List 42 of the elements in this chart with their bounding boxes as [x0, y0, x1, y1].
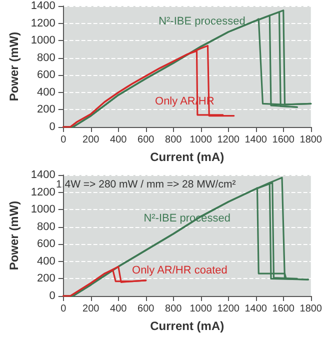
x-axis-title: Current (mA): [150, 150, 224, 164]
x-tick-label: 1600: [272, 134, 295, 146]
y-tick-label: 200: [37, 104, 56, 116]
x-tick-label: 800: [165, 134, 182, 146]
x-tick-label: 1600: [272, 304, 295, 314]
x-tick-label: 1400: [244, 304, 268, 314]
y-tick-label: 1400: [30, 0, 56, 12]
x-tick-label: 1200: [217, 304, 240, 314]
x-tick-label: 1800: [300, 134, 322, 146]
y-tick-label: 200: [37, 272, 56, 285]
y-axis-title: Power (mW): [7, 32, 21, 102]
series-label: N²-IBE processed: [158, 16, 246, 28]
y-axis-title: Power (mW): [7, 200, 21, 270]
x-tick-label: 800: [165, 304, 182, 314]
y-tick-label: 800: [37, 220, 56, 233]
x-tick-label: 1800: [300, 304, 322, 314]
y-tick-label: 1200: [30, 186, 56, 198]
x-tick-label: 600: [138, 304, 155, 314]
x-axis-title: Current (mA): [150, 319, 224, 333]
y-tick-label: 0: [49, 290, 56, 302]
y-tick-label: 400: [37, 255, 56, 268]
x-tick-label: 600: [138, 134, 155, 146]
x-tick-label: 400: [110, 304, 128, 314]
y-tick-label: 600: [37, 69, 56, 82]
x-tick-label: 1000: [190, 304, 212, 314]
x-tick-label: 0: [60, 304, 67, 314]
y-tick-label: 1400: [30, 169, 56, 181]
x-tick-label: 1200: [217, 134, 240, 146]
series-label: Only AR/HR coated: [132, 264, 228, 277]
x-tick-label: 400: [110, 134, 128, 146]
y-tick-label: 800: [37, 52, 56, 64]
x-tick-label: 200: [82, 134, 100, 146]
x-tick-label: 1000: [190, 134, 212, 146]
y-tick-label: 1200: [30, 17, 56, 30]
y-tick-label: 1000: [30, 34, 56, 47]
y-tick-label: 400: [37, 86, 56, 98]
x-tick-label: 0: [60, 134, 67, 146]
x-tick-label: 200: [82, 304, 100, 314]
y-tick-label: 1000: [30, 204, 56, 216]
y-tick-label: 600: [37, 238, 56, 250]
x-tick-label: 1400: [244, 134, 268, 146]
y-tick-label: 0: [49, 121, 56, 133]
